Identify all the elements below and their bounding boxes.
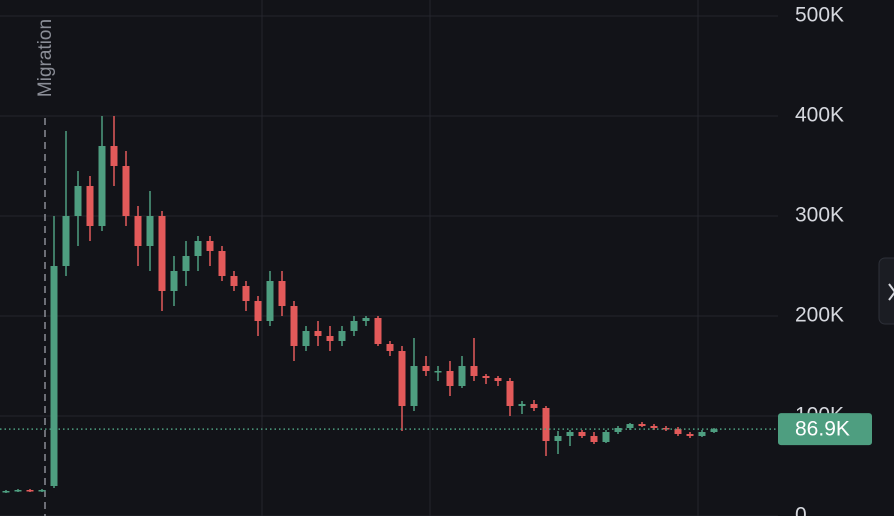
y-tick-label: 200K <box>795 304 844 327</box>
candle-body <box>698 432 706 436</box>
candle-body <box>326 336 334 341</box>
candle-body <box>362 318 370 321</box>
candle-body <box>398 351 406 406</box>
candle-body <box>86 186 94 226</box>
candle-body <box>254 301 262 321</box>
candles <box>2 116 718 493</box>
candle-body <box>470 366 478 376</box>
candle-body <box>494 378 502 381</box>
candle-body <box>614 428 622 432</box>
candle-body <box>650 426 658 428</box>
candle-body <box>458 366 466 386</box>
candle-body <box>434 371 442 373</box>
y-axis: 0100K200K300K400K500K86.9K <box>0 4 872 516</box>
candle-body <box>578 432 586 436</box>
candle-body <box>62 216 70 266</box>
candle-body <box>446 371 454 386</box>
candle-body <box>26 490 34 492</box>
candle-body <box>98 146 106 226</box>
candle-body <box>422 366 430 371</box>
y-tick-label: 400K <box>795 104 844 127</box>
candle-body <box>74 186 82 216</box>
candle-body <box>554 436 562 441</box>
candle-body <box>590 436 598 442</box>
last-price-label: 86.9K <box>795 418 850 441</box>
candle-body <box>674 429 682 434</box>
candle-body <box>386 344 394 351</box>
y-tick-label: 500K <box>795 4 844 27</box>
candle-body <box>14 490 22 492</box>
grid <box>0 15 778 516</box>
candle-body <box>134 216 142 246</box>
y-tick-label: 300K <box>795 204 844 227</box>
candle-body <box>182 256 190 271</box>
candle-body <box>638 424 646 426</box>
last-price-badge <box>778 413 872 446</box>
candle-body <box>194 241 202 256</box>
candle-body <box>266 281 274 321</box>
candle-body <box>146 216 154 246</box>
candle-body <box>158 216 166 291</box>
side-button-icon <box>888 283 894 301</box>
candle-body <box>206 241 214 251</box>
candle-body <box>410 366 418 406</box>
candle-body <box>542 408 550 441</box>
candle-body <box>710 429 718 432</box>
candle-body <box>602 432 610 442</box>
candle-body <box>566 432 574 436</box>
candle-body <box>374 318 382 344</box>
candle-body <box>530 404 538 408</box>
candle-body <box>350 321 358 331</box>
candle-body <box>506 381 514 406</box>
y-tick-label: 0 <box>795 504 807 516</box>
candle-body <box>338 331 346 341</box>
candle-body <box>518 404 526 406</box>
migration-label: Migration <box>35 19 56 97</box>
candle-body <box>626 424 634 428</box>
candle-body <box>50 266 58 486</box>
candle-body <box>38 490 46 492</box>
candle-body <box>290 306 298 346</box>
candle-body <box>230 276 238 286</box>
candle-body <box>314 331 322 336</box>
candle-body <box>482 376 490 378</box>
candle-body <box>170 271 178 291</box>
candle-body <box>686 434 694 436</box>
candle-body <box>242 286 250 301</box>
candle-body <box>302 331 310 346</box>
side-button[interactable] <box>878 257 894 325</box>
candle-body <box>2 491 10 493</box>
candle-body <box>218 251 226 276</box>
candle-body <box>278 281 286 306</box>
candle-body <box>110 146 118 166</box>
candle-body <box>122 166 130 216</box>
